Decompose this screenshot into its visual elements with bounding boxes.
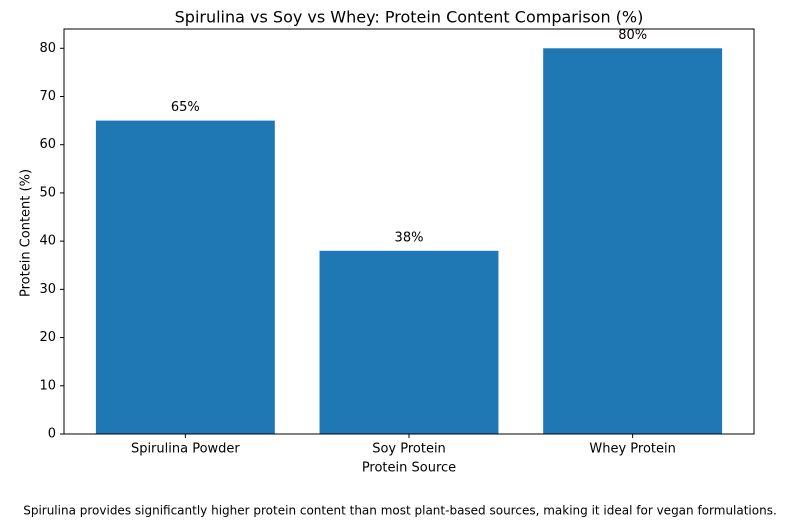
- value-label: 65%: [171, 100, 200, 115]
- y-axis-label: Protein Content (%): [19, 169, 34, 297]
- y-tick-label: 60: [39, 137, 56, 152]
- y-tick-label: 30: [39, 282, 56, 297]
- x-tick-label: Whey Protein: [589, 442, 676, 457]
- bar: [319, 250, 499, 434]
- value-label: 80%: [618, 28, 647, 43]
- x-axis-label: Protein Source: [362, 461, 456, 476]
- bar: [543, 48, 723, 435]
- y-tick-label: 10: [39, 378, 56, 393]
- bar: [95, 120, 275, 434]
- y-tick-label: 40: [39, 234, 56, 249]
- y-tick-label: 20: [39, 330, 56, 345]
- chart-title: Spirulina vs Soy vs Whey: Protein Conten…: [175, 8, 644, 27]
- plot-frame: [63, 28, 755, 435]
- x-tick-label: Spirulina Powder: [131, 442, 240, 457]
- y-tick-label: 80: [39, 41, 56, 56]
- y-tick-label: 50: [39, 185, 56, 200]
- x-tick-label: Soy Protein: [372, 442, 446, 457]
- y-tick-label: 0: [48, 427, 56, 442]
- value-label: 38%: [395, 230, 424, 245]
- y-tick-label: 70: [39, 89, 56, 104]
- footnote: Spirulina provides significantly higher …: [23, 504, 777, 518]
